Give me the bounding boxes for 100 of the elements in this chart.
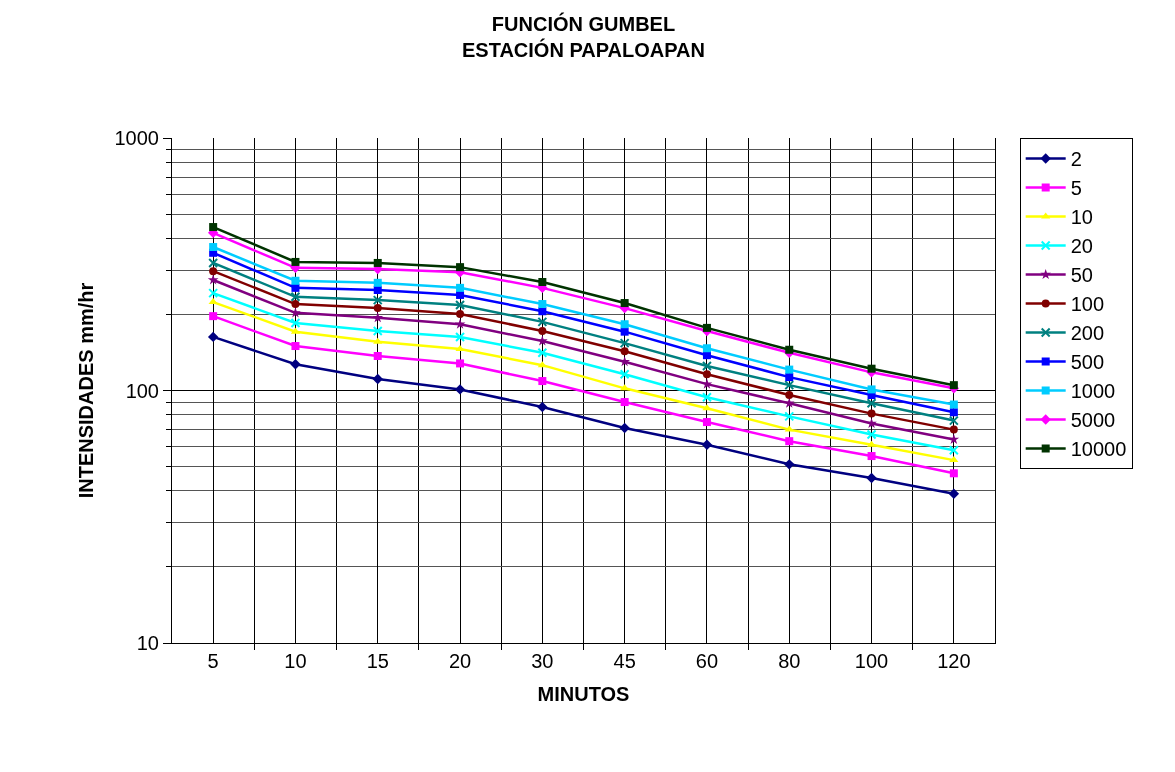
point: [949, 456, 959, 463]
point: [620, 398, 629, 407]
legend-label: 100: [1070, 293, 1105, 316]
point: [538, 327, 547, 336]
x-tick-label: 15: [366, 650, 389, 672]
point: [537, 361, 547, 368]
point: [373, 258, 382, 267]
x-tick-label: 120: [937, 650, 971, 672]
x-tick-label: 80: [778, 650, 801, 672]
point: [866, 429, 877, 440]
point: [538, 300, 547, 309]
point: [372, 295, 383, 306]
point: [785, 345, 794, 354]
point: [785, 437, 794, 446]
point: [291, 300, 300, 309]
legend-label: 2: [1070, 148, 1082, 171]
point: [290, 359, 301, 370]
legend-label: 5: [1070, 177, 1082, 200]
point: [867, 409, 876, 418]
point: [619, 422, 630, 434]
point: [373, 337, 383, 344]
point: [454, 318, 466, 329]
point: [948, 445, 959, 456]
point: [866, 472, 877, 484]
point: [207, 331, 219, 343]
point: [291, 342, 300, 351]
y-axis-title: INTENSIDADES mm/hr: [75, 282, 97, 499]
legend-label: 50: [1070, 264, 1093, 287]
point: [208, 288, 219, 299]
x-tick-label: 45: [613, 650, 636, 672]
point: [866, 398, 877, 409]
point: [291, 257, 300, 266]
point: [209, 223, 218, 232]
legend-label: 1000: [1070, 380, 1116, 403]
legend-label: 5000: [1070, 409, 1116, 432]
point: [619, 338, 630, 349]
legend-label: 10000: [1070, 438, 1127, 461]
point: [455, 331, 466, 342]
point: [948, 433, 960, 444]
x-tick-label: 20: [448, 650, 472, 672]
point: [866, 417, 877, 429]
point: [620, 299, 629, 308]
point: [785, 390, 794, 399]
point: [456, 263, 465, 272]
point: [373, 351, 382, 360]
point: [620, 327, 629, 336]
point: [948, 488, 960, 499]
point: [373, 278, 382, 287]
x-tick-label: 10: [284, 650, 307, 672]
point: [949, 469, 958, 478]
point: [702, 344, 711, 353]
point: [785, 365, 794, 374]
point: [372, 326, 383, 337]
point: [290, 318, 301, 329]
point: [949, 425, 958, 434]
point: [373, 304, 382, 313]
point: [290, 291, 301, 302]
point: [209, 243, 218, 252]
point: [209, 312, 218, 321]
point: [949, 381, 958, 390]
point: [456, 359, 465, 368]
x-tick-label: 30: [531, 650, 554, 672]
point: [291, 276, 300, 285]
point: [702, 370, 711, 379]
point: [702, 323, 711, 332]
point: [372, 312, 384, 323]
point: [784, 411, 795, 422]
point: [702, 418, 711, 427]
legend-label: 200: [1070, 322, 1105, 345]
point: [784, 459, 795, 470]
x-axis-title: MINUTOS: [537, 682, 630, 705]
point: [867, 452, 876, 461]
point: [620, 347, 629, 356]
point: [290, 307, 301, 318]
point: [209, 267, 218, 276]
point: [867, 385, 876, 394]
point: [538, 277, 547, 286]
x-tick-label: 100: [854, 650, 889, 672]
point: [454, 384, 466, 395]
y-tick-label: 10: [136, 632, 159, 654]
legend-label: 500: [1070, 351, 1105, 374]
x-tick-label: 60: [695, 650, 719, 672]
point: [537, 347, 548, 358]
legend-label: 10: [1070, 206, 1093, 229]
point: [538, 377, 547, 386]
point: [208, 298, 218, 305]
point: [949, 400, 958, 409]
point: [456, 309, 465, 318]
point: [208, 257, 219, 268]
point: [701, 361, 712, 372]
legend-label: 20: [1070, 235, 1093, 258]
point: [701, 392, 712, 403]
chart-title: FUNCIÓN GUMBEL ESTACIÓN PAPALOAPAN: [462, 11, 705, 61]
point: [619, 369, 630, 380]
y-tick-label: 100: [125, 379, 159, 402]
point: [620, 320, 629, 329]
x-tick-label: 5: [207, 650, 219, 672]
point: [207, 274, 219, 285]
y-tick-label: 1000: [114, 127, 159, 149]
point: [537, 316, 548, 327]
